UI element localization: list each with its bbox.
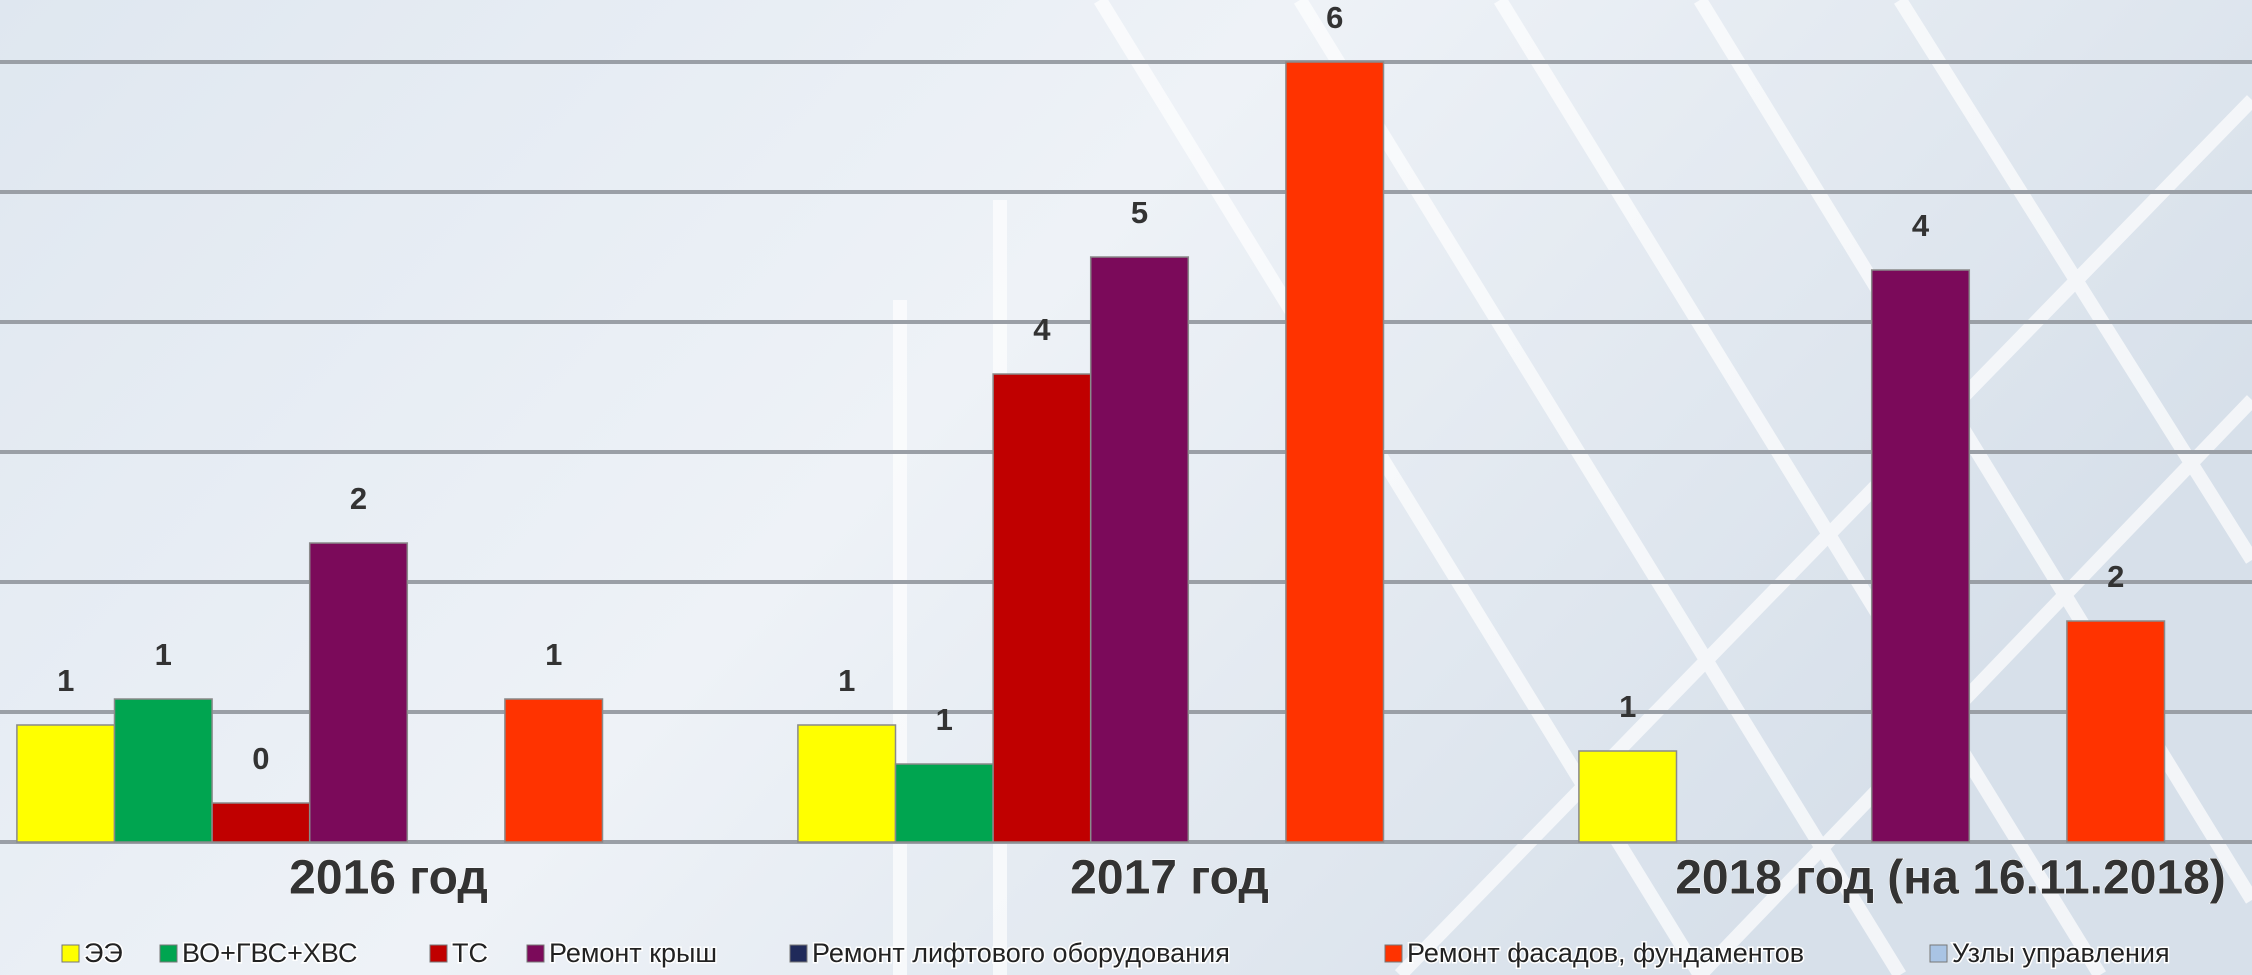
- legend-marker: [160, 945, 177, 962]
- legend-marker: [527, 945, 544, 962]
- legend-marker: [62, 945, 79, 962]
- legend-label: Узлы управления: [1952, 938, 2170, 968]
- legend-marker: [1385, 945, 1402, 962]
- legend-label: Ремонт крыш: [549, 938, 717, 968]
- bar: [310, 543, 408, 842]
- legend-marker: [790, 945, 807, 962]
- bar: [1579, 751, 1677, 842]
- legend-label: Ремонт фасадов, фундаментов: [1407, 938, 1804, 968]
- data-label: 1: [838, 663, 855, 698]
- x-tick-label: 2018 год (на 16.11.2018): [1675, 852, 2226, 905]
- data-label: 5: [1131, 195, 1148, 230]
- bar: [212, 803, 310, 842]
- x-tick-label: 2016 год: [289, 852, 488, 905]
- legend-label: ТС: [452, 938, 488, 968]
- data-label: 1: [936, 702, 953, 737]
- data-label: 4: [1912, 208, 1930, 243]
- bar: [115, 699, 213, 842]
- data-label: 1: [155, 637, 172, 672]
- bar: [2067, 621, 2165, 842]
- legend-marker: [1930, 945, 1947, 962]
- legend-label: Ремонт лифтового оборудования: [812, 938, 1230, 968]
- data-label: 1: [1619, 689, 1636, 724]
- bar: [505, 699, 603, 842]
- data-label: 4: [1033, 312, 1051, 347]
- bar: [896, 764, 994, 842]
- legend-marker: [430, 945, 447, 962]
- data-label: 2: [2107, 559, 2124, 594]
- bar: [1091, 257, 1189, 842]
- chart: 1 1 0 2 1 2016 год 1 1 4 5 6 2017 год 1 4 2 2018 год (н…: [0, 0, 2252, 975]
- data-label: 1: [57, 663, 74, 698]
- bar: [1286, 62, 1384, 842]
- data-label: 6: [1326, 0, 1343, 35]
- data-label: 1: [545, 637, 562, 672]
- legend-label: ВО+ГВС+ХВС: [182, 938, 358, 968]
- data-label: 2: [350, 481, 367, 516]
- bar: [1872, 270, 1970, 842]
- data-label: 0: [252, 741, 269, 776]
- bar: [993, 374, 1091, 842]
- bar: [17, 725, 115, 842]
- bar: [798, 725, 896, 842]
- legend-label: ЭЭ: [84, 938, 123, 968]
- x-tick-label: 2017 год: [1070, 852, 1269, 905]
